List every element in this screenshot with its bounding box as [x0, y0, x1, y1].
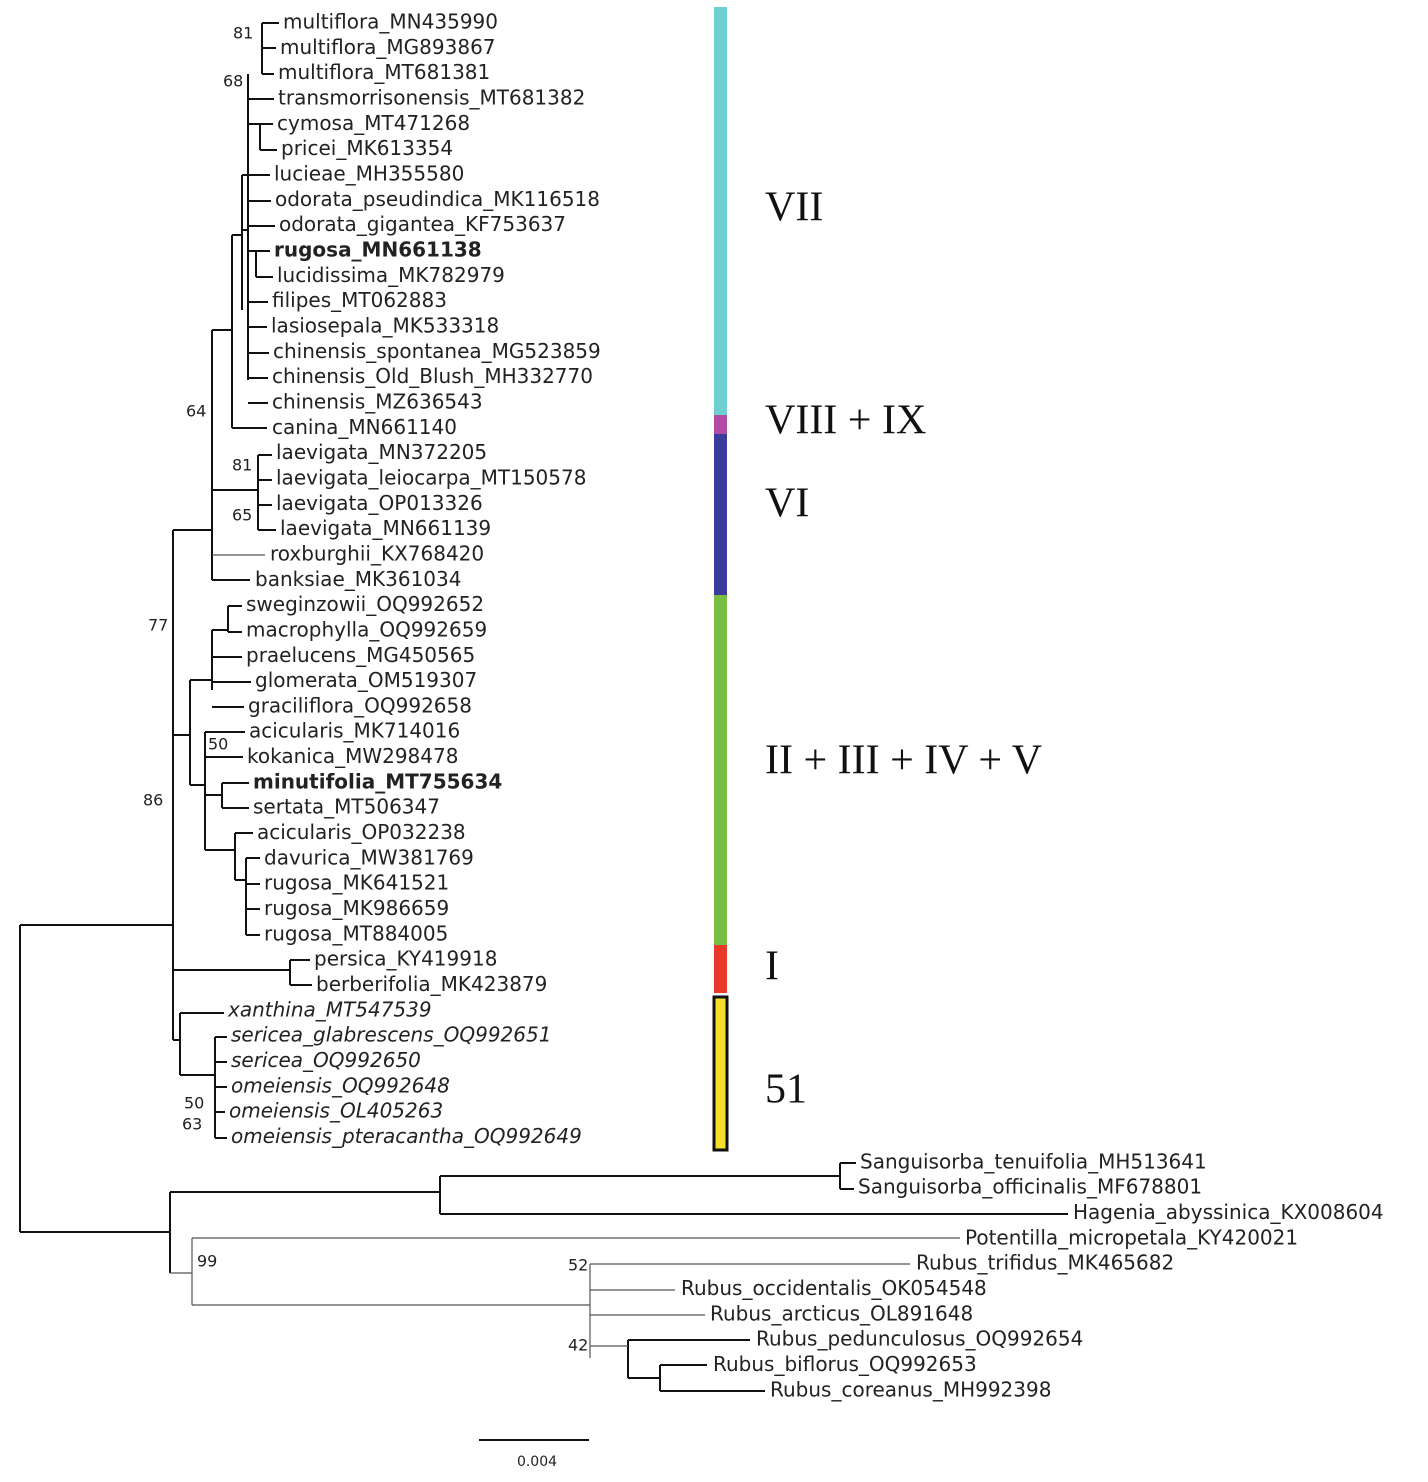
- clade-bar: [714, 945, 727, 993]
- clade-label: VI: [765, 481, 809, 527]
- leaf-label: laevigata_MN661139: [280, 516, 491, 540]
- leaf-label: roxburghii_KX768420: [270, 541, 484, 565]
- branch: [19, 22, 1068, 1392]
- leaf-label: Rubus_pedunculosus_OQ992654: [756, 1327, 1083, 1351]
- clade-bar: [714, 595, 727, 945]
- leaf-label: Sanguisorba_tenuifolia_MH513641: [860, 1149, 1207, 1173]
- leaf-label: Potentilla_micropetala_KY420021: [965, 1225, 1298, 1249]
- clade-bar: [714, 434, 727, 595]
- leaf-label: Sanguisorba_officinalis_MF678801: [858, 1175, 1202, 1199]
- leaf-label: banksiae_MK361034: [255, 567, 461, 591]
- leaf-label: pricei_MK613354: [281, 136, 453, 160]
- leaf-label: cymosa_MT471268: [277, 111, 470, 135]
- clade-bar: [712, 995, 729, 1152]
- leaf-label: chinensis_MZ636543: [272, 389, 483, 413]
- leaf-label: Rubus_coreanus_MH992398: [770, 1377, 1051, 1401]
- leaf-label: multiflora_MG893867: [280, 35, 496, 59]
- leaf-label: filipes_MT062883: [272, 288, 447, 312]
- leaf-label: lucidissima_MK782979: [277, 263, 505, 287]
- leaf-label: Rubus_arcticus_OL891648: [710, 1301, 973, 1325]
- clade-label: 51: [765, 1067, 807, 1113]
- leaf-label: lucieae_MH355580: [274, 161, 464, 185]
- support-value: 50: [208, 735, 228, 754]
- leaf-label: Hagenia_abyssinica_KX008604: [1073, 1200, 1384, 1224]
- leaf-label: rugosa_MN661138: [274, 237, 482, 261]
- support-value: 81: [233, 24, 253, 43]
- leaf-label: laevigata_MN372205: [276, 440, 487, 464]
- support-value: 52: [568, 1256, 588, 1275]
- branch: [170, 554, 960, 1358]
- leaf-label: omeiensis_pteracantha_OQ992649: [231, 1124, 582, 1148]
- leaf-label: persica_KY419918: [314, 947, 497, 971]
- leaf-label: chinensis_Old_Blush_MH332770: [272, 364, 593, 388]
- clade-label: I: [765, 944, 779, 990]
- leaf-label: omeiensis_OQ992648: [231, 1073, 450, 1097]
- support-value: 64: [186, 402, 206, 421]
- support-value: 68: [223, 72, 243, 91]
- leaf-label: macrophylla_OQ992659: [246, 617, 487, 641]
- leaf-label: canina_MN661140: [272, 415, 457, 439]
- clade-bar: [714, 415, 727, 434]
- leaf-label: glomerata_OM519307: [255, 668, 477, 692]
- leaf-label: multiflora_MN435990: [283, 10, 498, 34]
- leaf-label: sertata_MT506347: [253, 795, 440, 819]
- support-value: 81: [232, 456, 252, 475]
- support-value: 86: [143, 791, 163, 810]
- leaf-label: kokanica_MW298478: [247, 744, 458, 768]
- leaf-label: omeiensis_OL405263: [229, 1099, 443, 1123]
- leaf-label: laevigata_leiocarpa_MT150578: [276, 465, 586, 489]
- clade-label: VIII + IX: [765, 398, 926, 444]
- leaf-label: praelucens_MG450565: [246, 643, 475, 667]
- leaf-label: sweginzowii_OQ992652: [246, 592, 484, 616]
- clade-bar: [714, 7, 727, 415]
- leaf-label: graciliflora_OQ992658: [248, 693, 472, 717]
- leaf-label: minutifolia_MT755634: [253, 769, 502, 793]
- scale-label: 0.004: [517, 1454, 557, 1470]
- leaf-label: lasiosepala_MK533318: [271, 313, 499, 337]
- leaf-label: laevigata_OP013326: [276, 491, 483, 515]
- clade-label: VII: [765, 185, 823, 231]
- support-value: 50: [184, 1094, 204, 1113]
- clade-label: II + III + IV + V: [765, 738, 1042, 784]
- leaf-label: xanthina_MT547539: [227, 997, 432, 1021]
- leaf-label: rugosa_MK986659: [264, 896, 449, 920]
- leaf-label: acicularis_MK714016: [249, 719, 460, 743]
- leaf-label: davurica_MW381769: [264, 845, 474, 869]
- leaf-label: odorata_gigantea_KF753637: [279, 212, 566, 236]
- leaf-label: transmorrisonensis_MT681382: [278, 85, 585, 109]
- leaf-label: acicularis_OP032238: [257, 820, 466, 844]
- leaf-label: sericea_OQ992650: [231, 1048, 421, 1072]
- support-value: 99: [197, 1252, 217, 1271]
- leaf-label: berberifolia_MK423879: [316, 972, 547, 996]
- leaf-label: rugosa_MT884005: [264, 921, 448, 945]
- support-value: 42: [568, 1336, 588, 1355]
- leaf-label: Rubus_trifidus_MK465682: [916, 1251, 1174, 1275]
- support-value: 65: [232, 506, 252, 525]
- branches: [19, 22, 1068, 1392]
- support-value: 63: [182, 1115, 202, 1134]
- support-value: 77: [148, 616, 168, 635]
- leaf-label: odorata_pseudindica_MK116518: [275, 187, 600, 211]
- leaf-label: chinensis_spontanea_MG523859: [273, 339, 601, 363]
- leaf-label: Rubus_occidentalis_OK054548: [681, 1276, 987, 1300]
- leaf-label: sericea_glabrescens_OQ992651: [231, 1023, 551, 1047]
- leaf-label: rugosa_MK641521: [264, 871, 449, 895]
- leaf-label: Rubus_biflorus_OQ992653: [713, 1352, 977, 1376]
- leaf-label: multiflora_MT681381: [278, 60, 490, 84]
